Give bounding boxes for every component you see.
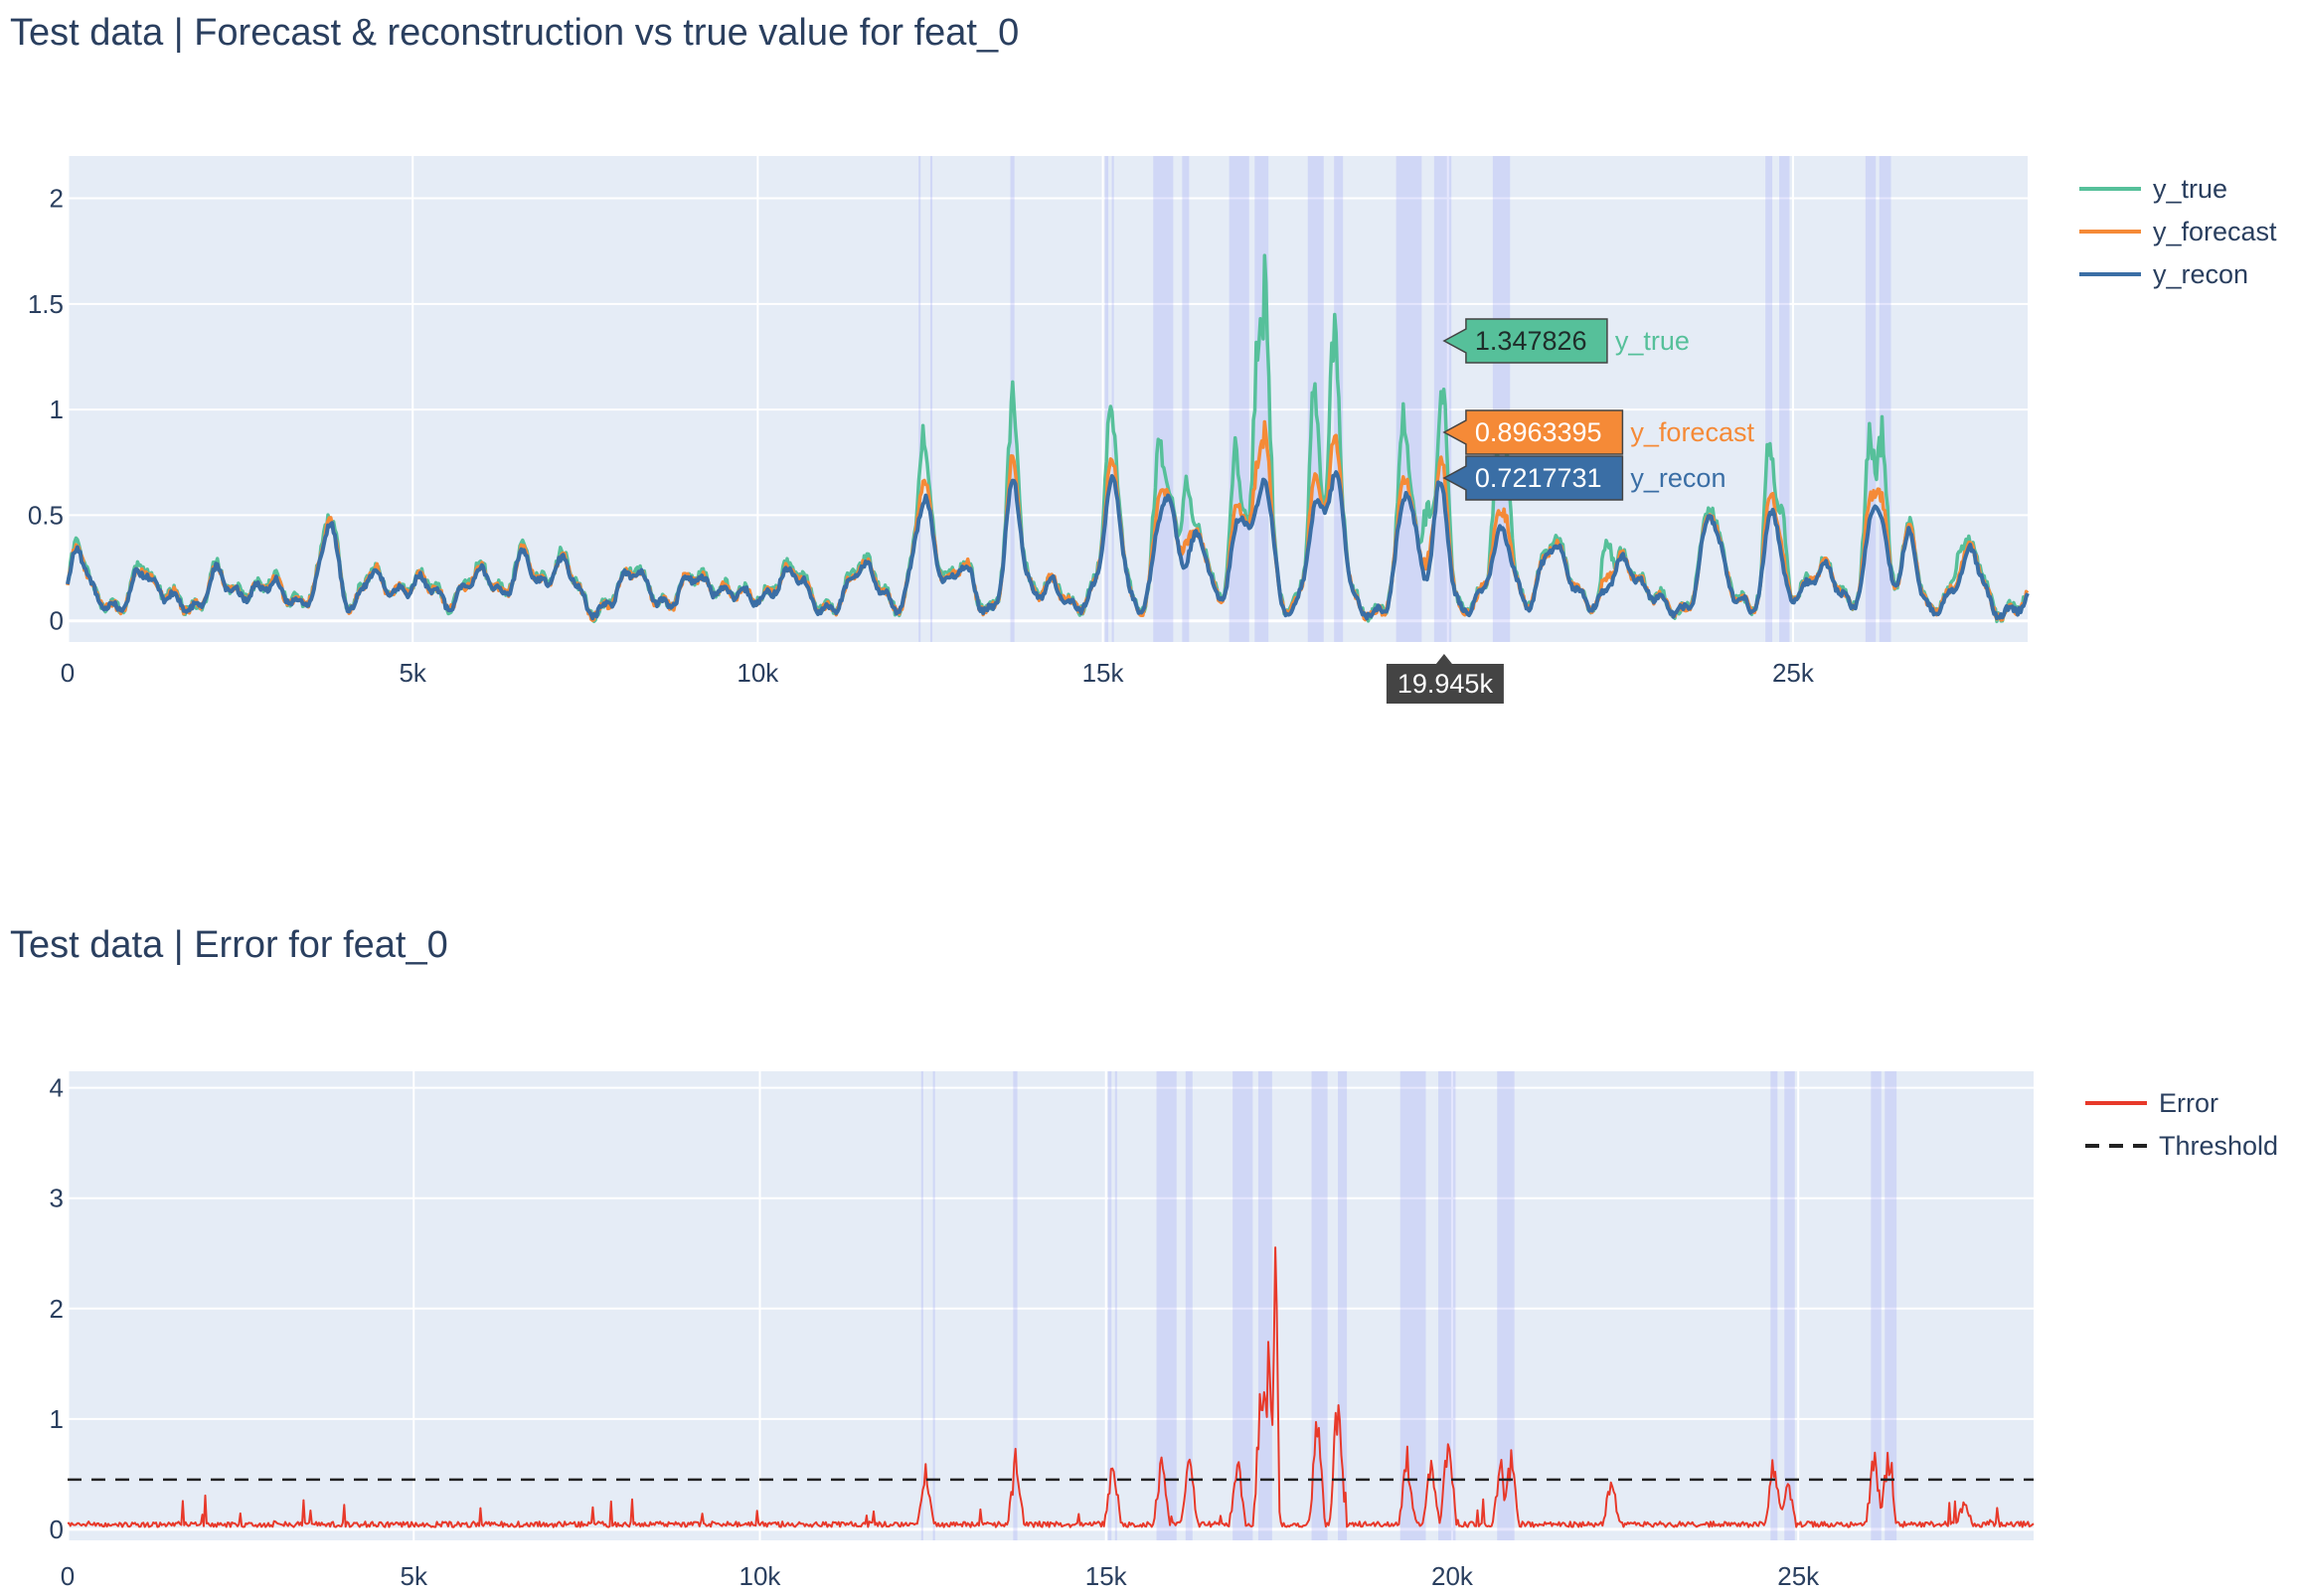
plot-background [68, 156, 2028, 642]
anomaly-region [1185, 1071, 1193, 1540]
legend-label-y-forecast[interactable]: y_forecast [2153, 217, 2277, 246]
y-tick-label: 1 [50, 1404, 64, 1434]
hover-x-label-arrow [1435, 654, 1452, 664]
hover-value-box-y-forecast [1442, 409, 1624, 455]
anomaly-region [1871, 1071, 1882, 1540]
hover-value-box-y-true [1442, 318, 1608, 364]
chart1-title: Test data | Forecast & reconstruction vs… [10, 12, 1019, 54]
x-tick-label: 0 [61, 1561, 75, 1591]
anomaly-region [1156, 1071, 1177, 1540]
anomaly-region [1395, 156, 1422, 642]
anomaly-region [1104, 156, 1109, 642]
chart2-legend[interactable]: Error Threshold [2085, 1088, 2278, 1161]
anomaly-region [1779, 156, 1790, 642]
x-tick-label: 5k [401, 1561, 428, 1591]
anomaly-region [1107, 1071, 1112, 1540]
anomaly-region [1765, 156, 1773, 642]
anomaly-region [1114, 1071, 1117, 1540]
anomaly-region [1885, 1071, 1897, 1540]
anomaly-region [1770, 1071, 1778, 1540]
x-tick-label: 10k [739, 1561, 782, 1591]
anomaly-region [1111, 156, 1114, 642]
anomaly-region [1879, 156, 1891, 642]
anomaly-region [1311, 1071, 1328, 1540]
hover-series-name-y-recon: y_recon [1630, 463, 1725, 493]
anomaly-region [929, 156, 933, 642]
anomaly-region [920, 1071, 923, 1540]
y-tick-label: 4 [50, 1073, 64, 1103]
anomaly-region [1784, 1071, 1795, 1540]
y-tick-label: 1.5 [28, 289, 64, 319]
y-tick-label: 0.5 [28, 500, 64, 530]
hover-value-box-y-recon [1442, 455, 1624, 501]
series-error-line[interactable] [67, 1246, 2035, 1528]
legend-label-error[interactable]: Error [2159, 1088, 2218, 1118]
x-tick-label: 15k [1082, 658, 1125, 688]
y-tick-label: 0 [50, 606, 64, 636]
anomaly-region [1257, 1071, 1272, 1540]
hover-x-label: 19.945k [1397, 669, 1494, 699]
anomaly-region [1865, 156, 1877, 642]
hover-tooltip: 19.945k 1.347826 y_true 0.8963395 y_forecast… [1386, 318, 1754, 704]
anomaly-region [1338, 1071, 1348, 1540]
hover-x-label-box [1386, 664, 1504, 704]
anomaly-region [1497, 1071, 1515, 1540]
series-y-recon-line[interactable] [66, 470, 2030, 621]
y-tick-label: 2 [50, 184, 64, 214]
anomaly-region [1438, 1071, 1456, 1540]
y-tick-label: 3 [50, 1184, 64, 1213]
anomaly-region [1229, 156, 1249, 642]
y-tick-label: 1 [50, 395, 64, 424]
legend-label-threshold[interactable]: Threshold [2159, 1131, 2278, 1161]
hover-series-name-y-true: y_true [1615, 326, 1690, 356]
x-tick-label: 25k [1777, 1561, 1820, 1591]
legend-label-y-true[interactable]: y_true [2153, 174, 2227, 204]
hover-value-y-true: 1.347826 [1475, 326, 1587, 356]
hover-value-y-recon: 0.7217731 [1475, 463, 1602, 493]
hover-series-name-y-forecast: y_forecast [1630, 417, 1754, 447]
hover-value-y-forecast: 0.8963395 [1475, 417, 1602, 447]
x-tick-label: 10k [737, 658, 779, 688]
x-tick-label: 15k [1085, 1561, 1128, 1591]
chart2-title: Test data | Error for feat_0 [10, 924, 448, 966]
chart1-legend[interactable]: y_true y_forecast y_recon [2079, 174, 2277, 289]
anomaly-region [932, 1071, 935, 1540]
plot-background [68, 1071, 2034, 1540]
x-tick-label: 0 [61, 658, 75, 688]
x-tick-label: 5k [399, 658, 426, 688]
anomaly-region [1153, 156, 1174, 642]
x-tick-label: 25k [1772, 658, 1815, 688]
anomaly-region [1399, 1071, 1426, 1540]
chart1-plot[interactable]: 0 5k 10k 15k 25k 0 0.5 1 1.5 2 [28, 156, 2030, 688]
chart2-plot[interactable]: 0 5k 10k 15k 20k 25k 0 1 2 3 4 [50, 1071, 2035, 1591]
y-tick-label: 0 [50, 1515, 64, 1544]
legend-label-y-recon[interactable]: y_recon [2153, 259, 2248, 289]
anomaly-region [1492, 156, 1511, 642]
x-tick-label: 20k [1431, 1561, 1474, 1591]
anomaly-region [1232, 1071, 1253, 1540]
anomaly-region [918, 156, 921, 642]
y-tick-label: 2 [50, 1294, 64, 1324]
anomaly-region [1013, 1071, 1018, 1540]
anomaly-region [1182, 156, 1190, 642]
